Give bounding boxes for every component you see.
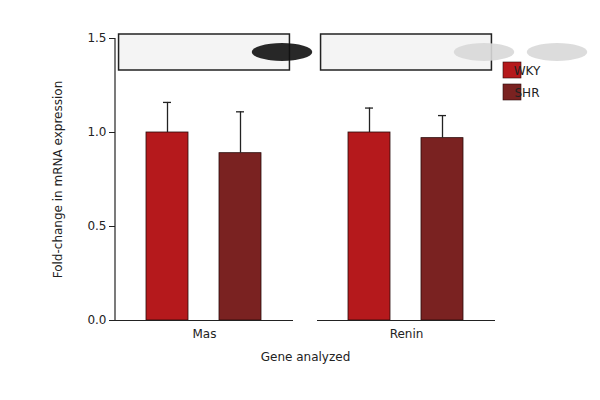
svg-text:1.5: 1.5 — [87, 31, 106, 45]
svg-text:1.0: 1.0 — [87, 125, 106, 139]
svg-text:0.0: 0.0 — [87, 313, 106, 327]
svg-text:Gene analyzed: Gene analyzed — [261, 350, 351, 364]
svg-text:Fold-change in mRNA expression: Fold-change in mRNA expression — [51, 81, 65, 279]
svg-text:SHR: SHR — [515, 86, 540, 100]
svg-text:WKY: WKY — [514, 64, 541, 78]
svg-text:0.5: 0.5 — [87, 219, 106, 233]
svg-text:Renin: Renin — [390, 327, 424, 341]
svg-text:Mas: Mas — [193, 327, 217, 341]
